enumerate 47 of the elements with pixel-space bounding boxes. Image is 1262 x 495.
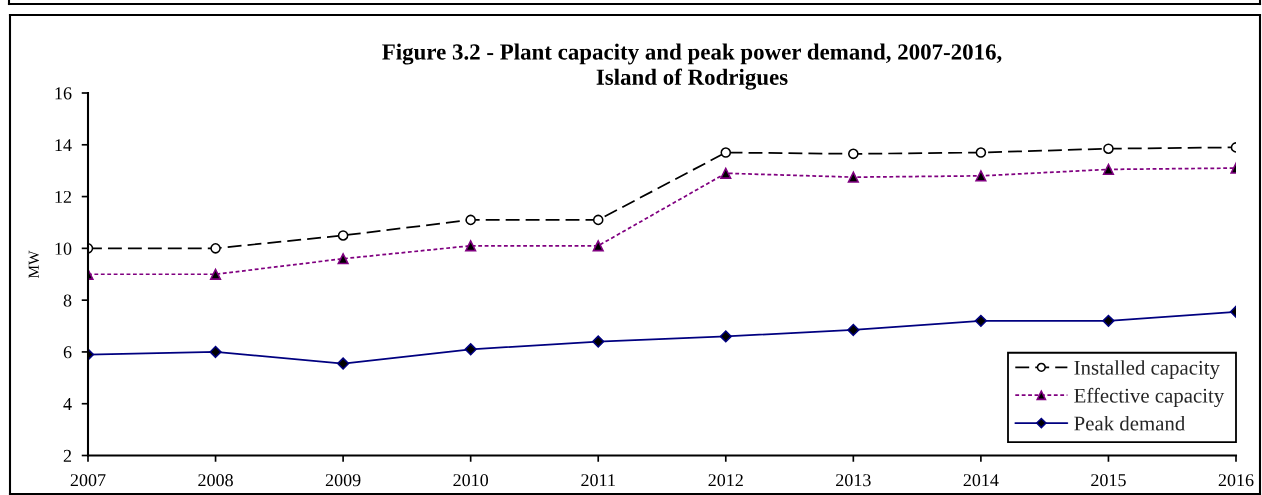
point bbox=[848, 148, 859, 160]
y-tick-label: 2 bbox=[63, 449, 72, 462]
point bbox=[720, 147, 732, 158]
y-tick-label: 4 bbox=[63, 398, 72, 410]
point bbox=[720, 167, 732, 179]
legend-label: Installed capacity bbox=[1074, 360, 1220, 380]
point bbox=[336, 357, 350, 370]
y-tick-label: 8 bbox=[63, 294, 72, 307]
x-tick-label: 2015 bbox=[1091, 474, 1126, 487]
y-tick-label: 10 bbox=[55, 242, 72, 255]
point bbox=[592, 214, 604, 226]
x-tick-label: 2007 bbox=[70, 474, 106, 487]
point bbox=[465, 214, 476, 226]
point bbox=[847, 171, 859, 183]
point bbox=[209, 345, 222, 359]
point bbox=[592, 240, 604, 252]
y-tick-label: 6 bbox=[63, 346, 72, 359]
point bbox=[1102, 163, 1115, 176]
point bbox=[337, 253, 349, 265]
point bbox=[974, 314, 988, 328]
legend-label: Peak demand bbox=[1074, 415, 1186, 431]
point bbox=[464, 343, 477, 356]
point bbox=[337, 230, 349, 241]
y-tick-label: 12 bbox=[55, 190, 72, 203]
legend-label: Effective capacity bbox=[1074, 387, 1225, 408]
point bbox=[209, 268, 222, 280]
point bbox=[592, 335, 605, 348]
y-axis-title: MW bbox=[28, 250, 39, 279]
x-tick-label: 2016 bbox=[1218, 474, 1254, 487]
point bbox=[1103, 143, 1114, 154]
y-tick-label: 14 bbox=[55, 139, 72, 152]
x-tick-label: 2010 bbox=[453, 474, 489, 487]
chart-title: Figure 3.2 - Plant capacity and peak power demand, 2007-2016, Island of Rodrigues bbox=[382, 43, 1002, 90]
point bbox=[847, 323, 860, 337]
point bbox=[719, 330, 732, 343]
x-tick-label: 2014 bbox=[963, 474, 999, 487]
x-tick-label: 2012 bbox=[708, 474, 743, 487]
x-tick-label: 2009 bbox=[325, 474, 361, 487]
point bbox=[975, 170, 987, 182]
point bbox=[210, 243, 221, 254]
point bbox=[1102, 314, 1115, 328]
y-tick-label: 16 bbox=[55, 87, 72, 100]
point bbox=[465, 240, 477, 252]
point bbox=[975, 147, 987, 158]
x-tick-label: 2011 bbox=[581, 474, 615, 487]
x-tick-label: 2013 bbox=[836, 474, 871, 487]
x-tick-label: 2008 bbox=[198, 474, 233, 487]
